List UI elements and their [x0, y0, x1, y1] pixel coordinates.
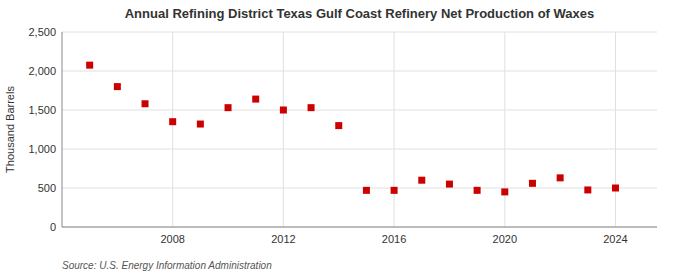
y-tick-label: 1,000	[28, 143, 56, 155]
chart-svg: Annual Refining District Texas Gulf Coas…	[0, 0, 675, 275]
x-grid-line	[283, 32, 284, 227]
data-point	[225, 104, 232, 111]
data-point	[391, 187, 398, 194]
y-tick-label: 0	[50, 221, 56, 233]
x-grid-line	[172, 32, 173, 227]
data-point	[86, 62, 93, 69]
axes: 0 500 1,000 1,500 2,000 2,500 2008 2012 2016 2020…	[28, 26, 657, 245]
y-grid-line	[62, 71, 657, 72]
chart-container: Annual Refining District Texas Gulf Coas…	[0, 0, 675, 275]
data-point	[612, 185, 619, 192]
y-axis-line	[62, 32, 63, 227]
data-point	[169, 118, 176, 125]
data-point	[446, 181, 453, 188]
y-tick-label: 1,500	[28, 104, 56, 116]
y-grid-line	[62, 149, 657, 150]
data-point	[501, 188, 508, 195]
x-tick-label: 2024	[603, 233, 627, 245]
x-axis-line	[62, 227, 657, 228]
data-point	[474, 187, 481, 194]
y-grid-line	[62, 227, 657, 228]
x-tick-label: 2008	[160, 233, 184, 245]
data-point	[335, 122, 342, 129]
x-grid-line	[394, 32, 395, 227]
x-tick-label: 2016	[382, 233, 406, 245]
points	[86, 62, 619, 196]
chart-title: Annual Refining District Texas Gulf Coas…	[125, 6, 595, 21]
y-grid-line	[62, 110, 657, 111]
y-tick-label: 2,000	[28, 65, 56, 77]
data-point	[142, 100, 149, 107]
data-point	[308, 104, 315, 111]
y-axis-label: Thousand Barrels	[4, 86, 16, 173]
y-grid-line	[62, 32, 657, 33]
x-tick-label: 2020	[493, 233, 517, 245]
data-point	[529, 180, 536, 187]
data-point	[280, 107, 287, 114]
data-point	[252, 96, 259, 103]
x-grid-line	[504, 32, 505, 227]
data-point	[584, 186, 591, 193]
grid	[62, 32, 657, 227]
source-note: Source: U.S. Energy Information Administ…	[62, 260, 272, 271]
data-point	[114, 83, 121, 90]
y-tick-label: 2,500	[28, 26, 56, 38]
data-point	[557, 174, 564, 181]
data-point	[197, 121, 204, 128]
y-grid-line	[62, 188, 657, 189]
x-tick-label: 2012	[271, 233, 295, 245]
data-point	[418, 177, 425, 184]
y-tick-label: 500	[38, 182, 56, 194]
data-point	[363, 187, 370, 194]
x-grid-line	[615, 32, 616, 227]
